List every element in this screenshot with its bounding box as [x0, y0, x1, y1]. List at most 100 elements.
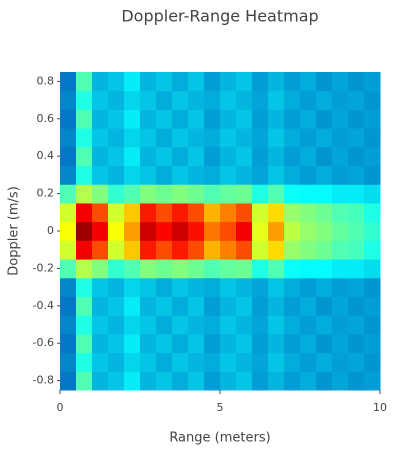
heatmap-cell — [316, 202, 333, 223]
heatmap-cell — [284, 202, 301, 223]
heatmap-cell — [236, 259, 253, 279]
heatmap-cell — [188, 352, 205, 372]
heatmap-cell — [204, 259, 221, 279]
heatmap-cell — [60, 333, 77, 354]
heatmap-cell — [300, 146, 317, 167]
heatmap-cell — [76, 315, 93, 335]
heatmap-cell — [188, 371, 205, 391]
heatmap-cell — [220, 90, 237, 110]
heatmap-cell — [268, 371, 285, 391]
heatmap-cell — [188, 128, 205, 148]
heatmap-cell — [236, 221, 253, 241]
heatmap-cell — [92, 333, 109, 354]
heatmap-cell — [124, 333, 141, 354]
heatmap-cell — [156, 90, 173, 110]
heatmap-cell — [236, 333, 253, 354]
heatmap-cell — [92, 315, 109, 335]
heatmap-cell — [220, 333, 237, 354]
heatmap-cell — [156, 146, 173, 167]
heatmap-cell — [108, 315, 125, 335]
heatmap-cell — [252, 90, 269, 110]
heatmap-cell — [316, 128, 333, 148]
heatmap-cell — [284, 128, 301, 148]
heatmap-cell — [252, 72, 269, 92]
heatmap-cell — [124, 221, 141, 241]
heatmap-cell — [252, 146, 269, 167]
heatmap-cell — [332, 259, 349, 279]
heatmap-cell — [364, 184, 381, 204]
heatmap-cell — [188, 90, 205, 110]
heatmap-cell — [76, 109, 93, 129]
heatmap-cell — [252, 184, 269, 204]
heatmap-cell — [188, 72, 205, 92]
heatmap-cell — [268, 90, 285, 110]
heatmap-cell — [140, 315, 157, 335]
heatmap-cell — [92, 128, 109, 148]
heatmap-cell — [76, 296, 93, 316]
heatmap-cell — [188, 296, 205, 316]
heatmap-cell — [316, 352, 333, 372]
heatmap-cell — [60, 72, 77, 92]
heatmap-cell — [108, 352, 125, 372]
heatmap-cell — [172, 240, 189, 260]
heatmap-cell — [300, 165, 317, 185]
heatmap-cell — [268, 296, 285, 316]
heatmap-cell — [220, 296, 237, 316]
heatmap-cell — [204, 184, 221, 204]
heatmap-cell — [236, 165, 253, 185]
x-tick-label: 5 — [217, 401, 224, 414]
heatmap-cell — [236, 315, 253, 335]
heatmap-cell — [220, 221, 237, 241]
heatmap-cell — [140, 109, 157, 129]
heatmap-cell — [268, 277, 285, 297]
heatmap-cell — [316, 221, 333, 241]
heatmap-cell — [348, 296, 365, 316]
heatmap-cell — [124, 72, 141, 92]
heatmap-cell — [172, 315, 189, 335]
heatmap-cell — [348, 202, 365, 223]
heatmap-cell — [188, 202, 205, 223]
heatmap-cell — [236, 72, 253, 92]
heatmap-cell — [348, 352, 365, 372]
heatmap-cell — [188, 240, 205, 260]
heatmap-cell — [92, 72, 109, 92]
heatmap-cell — [316, 184, 333, 204]
heatmap-cell — [172, 352, 189, 372]
heatmap-cell — [60, 259, 77, 279]
heatmap-cell — [172, 296, 189, 316]
heatmap-cell — [156, 259, 173, 279]
heatmap-cell — [60, 371, 77, 391]
heatmap-cell — [76, 259, 93, 279]
heatmap-cell — [60, 296, 77, 316]
heatmap-cell — [332, 277, 349, 297]
heatmap-cell — [156, 240, 173, 260]
heatmap-cell — [364, 333, 381, 354]
heatmap-cell — [124, 371, 141, 391]
heatmap-cell — [140, 277, 157, 297]
heatmap-cell — [204, 165, 221, 185]
heatmap-cell — [252, 240, 269, 260]
heatmap-cell — [172, 221, 189, 241]
heatmap-cell — [156, 221, 173, 241]
heatmap-cell — [236, 146, 253, 167]
heatmap-cell — [364, 371, 381, 391]
heatmap-cell — [188, 333, 205, 354]
heatmap-cell — [108, 259, 125, 279]
heatmap-cell — [140, 259, 157, 279]
heatmap-cell — [332, 184, 349, 204]
heatmap-cell — [204, 315, 221, 335]
heatmap-cell — [268, 221, 285, 241]
heatmap-cell — [108, 240, 125, 260]
heatmap-cell — [140, 72, 157, 92]
heatmap-cell — [108, 128, 125, 148]
heatmap-cell — [60, 202, 77, 223]
heatmap-cell — [236, 240, 253, 260]
heatmap-cell — [300, 352, 317, 372]
heatmap-cell — [188, 315, 205, 335]
heatmap-cell — [172, 146, 189, 167]
heatmap-cell — [108, 221, 125, 241]
heatmap-cell — [284, 221, 301, 241]
heatmap-cell — [124, 109, 141, 129]
heatmap-cell — [284, 72, 301, 92]
heatmap-cell — [364, 72, 381, 92]
